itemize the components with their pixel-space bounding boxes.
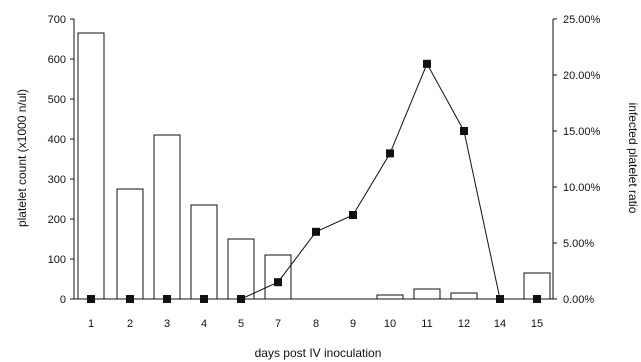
- x-tick-label: 2: [127, 318, 133, 330]
- bar: [450, 292, 478, 300]
- axes: 01002003004005006007000.00%5.00%10.00%15…: [48, 14, 601, 330]
- ratio-line: [91, 62, 537, 300]
- bar: [376, 294, 404, 300]
- y2-tick-label: 5.00%: [563, 238, 594, 250]
- y-tick-label: 400: [48, 134, 66, 146]
- ratio-point: [274, 278, 282, 287]
- x-tick-label: 1: [88, 318, 94, 330]
- ratio-point: [349, 211, 357, 219]
- y2-tick-label: 15.00%: [563, 126, 601, 138]
- y2-tick-label: 20.00%: [563, 70, 601, 82]
- ratio-series: [87, 59, 541, 303]
- ratio-point: [423, 59, 431, 68]
- y2-tick-label: 25.00%: [563, 14, 601, 26]
- y-tick-label: 500: [48, 94, 66, 106]
- y-tick-label: 100: [48, 254, 66, 266]
- bar: [413, 288, 441, 300]
- x-tick-label: 12: [458, 318, 470, 330]
- y-axis-title: platelet count (x1000 n/ul): [15, 89, 29, 227]
- x-tick-label: 7: [275, 318, 281, 330]
- x-tick-label: 9: [350, 318, 356, 330]
- y2-tick-label: 0.00%: [563, 294, 594, 306]
- bar: [77, 32, 105, 300]
- ratio-point: [312, 227, 320, 236]
- bar: [227, 238, 255, 300]
- y-tick-label: 300: [48, 174, 66, 186]
- y-tick-label: 600: [48, 54, 66, 66]
- y-tick-label: 200: [48, 214, 66, 226]
- y2-axis-title: infected platelet ratio: [626, 103, 640, 214]
- x-tick-label: 15: [531, 318, 543, 330]
- bar-series: [77, 32, 551, 300]
- x-tick-label: 8: [313, 318, 319, 330]
- bar: [116, 188, 144, 300]
- x-tick-label: 4: [201, 318, 207, 330]
- bar: [190, 204, 218, 300]
- x-tick-label: 10: [384, 318, 396, 330]
- y-tick-label: 0: [60, 294, 66, 306]
- y-tick-label: 700: [48, 14, 66, 26]
- ratio-point: [460, 127, 468, 135]
- x-tick-label: 3: [164, 318, 170, 330]
- x-tick-label: 14: [494, 318, 506, 330]
- x-tick-label: 11: [421, 318, 432, 330]
- x-axis-title: days post IV inoculation: [255, 346, 382, 360]
- bar: [153, 134, 181, 300]
- x-tick-label: 5: [238, 318, 244, 330]
- ratio-point: [386, 149, 394, 158]
- bar: [264, 254, 292, 300]
- y2-tick-label: 10.00%: [563, 182, 601, 194]
